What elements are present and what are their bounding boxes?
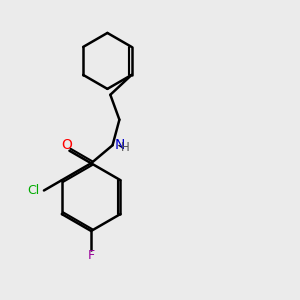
Text: O: O bbox=[61, 138, 73, 152]
Text: H: H bbox=[121, 141, 129, 154]
Text: F: F bbox=[88, 249, 95, 262]
Text: N: N bbox=[115, 138, 125, 152]
Text: Cl: Cl bbox=[27, 184, 40, 197]
